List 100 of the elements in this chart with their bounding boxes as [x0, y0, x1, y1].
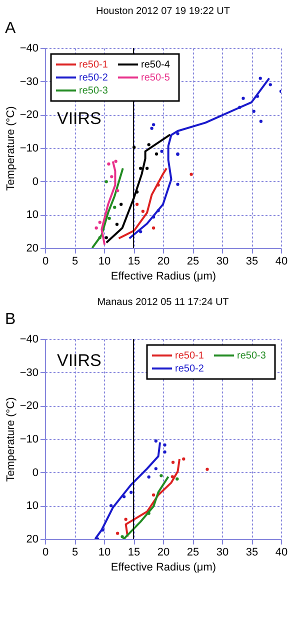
point [206, 468, 209, 471]
x-tick-label: 10 [98, 256, 111, 268]
point [176, 132, 180, 136]
point [163, 450, 166, 454]
point [101, 528, 104, 532]
x-tick-label: 30 [216, 546, 229, 558]
y-tick-label: −20 [20, 400, 38, 412]
annotation: VIIRS [57, 351, 102, 370]
x-tick-label: 10 [98, 546, 111, 558]
legend-label: re50-5 [141, 72, 170, 84]
point [238, 106, 242, 109]
point [190, 172, 193, 176]
point [145, 166, 149, 170]
point [114, 160, 118, 163]
point [135, 202, 139, 206]
y-tick-label: −10 [20, 434, 38, 446]
y-tick-label: −40 [20, 334, 38, 346]
point [156, 209, 160, 212]
point [160, 474, 163, 478]
point [154, 439, 158, 443]
point [139, 230, 142, 234]
point [94, 226, 98, 230]
point [171, 460, 175, 464]
point [256, 94, 259, 98]
y-tick-label: 10 [26, 500, 38, 512]
point [170, 475, 174, 478]
legend-label: re50-2 [175, 364, 204, 374]
point [141, 210, 145, 213]
point [152, 215, 156, 219]
legend-label: re50-2 [79, 72, 108, 84]
point [139, 166, 142, 170]
x-tick-label: 25 [186, 546, 200, 558]
line-series [100, 160, 116, 246]
point [154, 152, 158, 156]
point [160, 150, 164, 153]
point [98, 220, 102, 224]
point [152, 123, 156, 126]
x-tick-label: 40 [275, 256, 288, 268]
text: A [5, 20, 16, 37]
point [115, 222, 119, 226]
chart-title: Houston 2012 07 19 19:22 UT [96, 6, 230, 17]
line-series [91, 167, 124, 248]
point [113, 206, 116, 209]
y-tick-label: 0 [32, 176, 38, 188]
y-tick-label: −40 [20, 42, 38, 54]
point [116, 532, 120, 535]
point [252, 110, 256, 113]
point [176, 182, 180, 186]
point [258, 76, 262, 80]
point [242, 96, 245, 100]
legend-label: re50-4 [141, 60, 170, 70]
x-tick-label: 25 [186, 256, 200, 268]
point [259, 120, 263, 123]
point [154, 467, 158, 470]
x-tick-label: 20 [157, 546, 170, 558]
point [108, 216, 111, 220]
legend-label: re50-3 [79, 86, 108, 96]
point [152, 226, 156, 230]
y-tick-label: −30 [20, 76, 38, 88]
point [110, 175, 114, 178]
point [104, 180, 108, 184]
x-axis-title: Effective Radius (μm) [110, 562, 216, 574]
y-tick-label: 20 [26, 242, 38, 254]
x-tick-label: 35 [246, 256, 258, 268]
point [152, 493, 156, 497]
y-tick-label: 20 [26, 534, 38, 546]
point [182, 457, 186, 461]
y-tick-label: −10 [20, 142, 38, 154]
point [150, 126, 154, 130]
point [122, 495, 126, 498]
point [147, 143, 150, 146]
x-tick-label: 15 [128, 256, 140, 268]
x-axis-title: Effective Radius (μm) [110, 270, 216, 282]
point [130, 490, 133, 494]
point [147, 475, 150, 479]
point [120, 202, 123, 206]
y-axis-title: Temperature (°C) [4, 397, 17, 482]
y-axis-title: Temperature (°C) [4, 106, 17, 191]
point [104, 236, 108, 240]
x-tick-label: 0 [42, 256, 49, 268]
y-tick-label: 10 [26, 209, 38, 222]
line-series [124, 458, 181, 538]
point [98, 236, 102, 240]
x-tick-label: 0 [42, 546, 49, 558]
point [268, 83, 272, 86]
point [120, 535, 124, 538]
point [124, 518, 128, 521]
x-tick-label: 5 [72, 256, 78, 268]
x-tick-label: 20 [157, 256, 170, 268]
legend-label: re50-1 [175, 350, 204, 362]
point [176, 477, 179, 481]
point [163, 443, 166, 447]
line-series [94, 441, 162, 539]
x-tick-label: 30 [216, 256, 229, 268]
legend-label: re50-3 [237, 350, 266, 362]
y-tick-label: −20 [20, 109, 38, 122]
point [107, 162, 110, 166]
point [156, 183, 160, 187]
x-tick-label: 15 [128, 546, 140, 558]
point [110, 504, 113, 508]
